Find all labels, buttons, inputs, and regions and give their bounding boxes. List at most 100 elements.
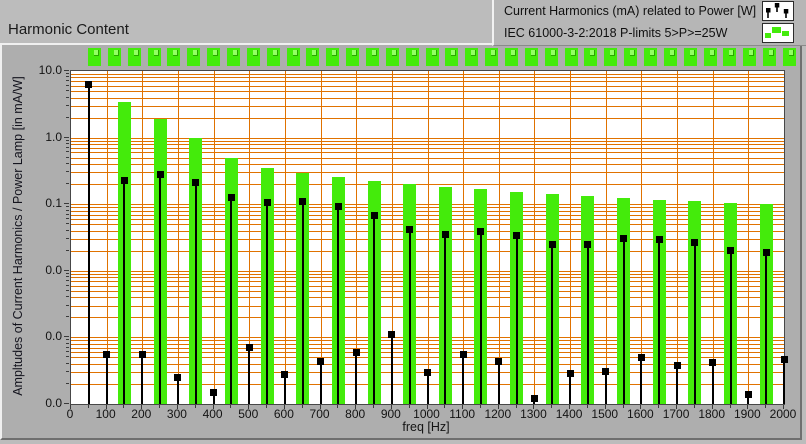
led-glint-icon [193,50,199,56]
harmonic-marker [210,388,218,396]
harmonic-stem [765,252,768,404]
harmonic-stem [141,354,144,404]
led-glint-icon [729,50,735,56]
x-minor-tick [373,405,375,408]
x-tick-label: 0 [66,407,74,421]
gridline [641,71,643,404]
gridline [748,71,750,404]
pass-led [147,48,161,66]
pass-led [167,48,181,66]
harmonic-marker [281,370,289,378]
led-glint-icon [570,50,576,56]
pass-led [127,48,141,66]
x-tick-label: 300 [166,407,187,421]
y-minor-tick [66,371,69,373]
y-tick-label: 1.0 [45,129,62,144]
harmonic-stem [569,373,572,404]
y-minor-tick [66,183,69,185]
y-minor-tick [66,143,69,145]
harmonic-marker [406,226,414,234]
y-minor-tick [66,163,69,165]
harmonic-stem [390,334,393,404]
harmonic-stem [426,372,429,404]
legend-item-current-harmonics[interactable]: Current Harmonics (mA) related to Power … [494,0,806,22]
harmonic-marker [245,344,253,352]
x-tick-label: 1100 [449,407,476,421]
harmonic-marker [762,248,770,256]
x-tick-label: 200 [131,407,152,421]
legend-item-iec-limits[interactable]: IEC 61000-3-2:2018 P-limits 5>P>=25W [494,22,806,44]
harmonic-marker [263,198,271,206]
y-tick-label: 0.1 [45,196,62,211]
harmonic-stem [747,394,750,404]
pass-led [504,48,518,66]
y-minor-tick [66,346,69,348]
y-minor-tick [66,362,69,364]
gridline [356,71,358,404]
gridline [712,71,714,404]
gridline [249,71,251,404]
x-tick-label: 2000 [769,407,797,421]
led-glint-icon [113,50,119,56]
y-minor-tick [66,276,69,278]
pass-led [346,48,360,66]
x-minor-tick [551,405,553,408]
y-tick-label: 0.0 [45,396,62,410]
harmonic-marker [673,361,681,369]
x-minor-tick [586,405,588,408]
gridline [677,71,679,404]
x-tick [640,405,642,409]
y-minor-tick [66,104,69,106]
harmonic-marker [530,395,538,403]
pass-led [703,48,717,66]
x-tick [711,405,713,409]
y-tick [64,203,69,205]
harmonic-stem [194,182,197,404]
x-tick-label: 900 [380,407,401,421]
harmonic-marker [620,234,628,242]
gridline [213,71,215,404]
plot-area[interactable] [70,70,788,405]
gridline [570,71,572,404]
harmonic-stem [230,197,233,404]
y-minor-tick [66,382,69,384]
x-minor-tick [444,405,446,408]
harmonic-stem [408,229,411,404]
led-glint-icon [550,50,556,56]
y-minor-tick [66,289,69,291]
green-limit-bars-icon [762,23,794,43]
y-tick [64,336,69,338]
led-glint-icon [610,50,616,56]
y-minor-tick [66,146,69,148]
harmonic-marker [566,369,574,377]
gridline [605,71,607,404]
led-glint-icon [232,50,238,56]
x-tick-label: 1000 [413,407,440,421]
pass-led [306,48,320,66]
led-glint-icon [312,50,318,56]
led-glint-icon [411,50,417,56]
y-minor-tick [66,280,69,282]
y-minor-tick [66,213,69,215]
led-glint-icon [510,50,516,56]
x-tick [70,405,71,409]
pass-led [266,48,280,66]
x-tick [390,405,392,409]
x-tick-label: 1900 [733,407,761,421]
led-glint-icon [709,50,715,56]
harmonic-marker [637,353,645,361]
harmonic-marker [388,331,396,339]
harmonic-stem [497,361,500,404]
harmonic-stem [248,347,251,404]
pass-led [187,48,201,66]
x-tick [569,405,571,409]
harmonic-stem [373,215,376,404]
x-tick-label: 1700 [662,407,690,421]
harmonic-stem [123,180,126,404]
gridline [142,71,144,404]
y-minor-tick [66,139,69,141]
x-tick [604,405,606,409]
x-minor-tick [301,405,303,408]
harmonic-stem [729,250,732,404]
